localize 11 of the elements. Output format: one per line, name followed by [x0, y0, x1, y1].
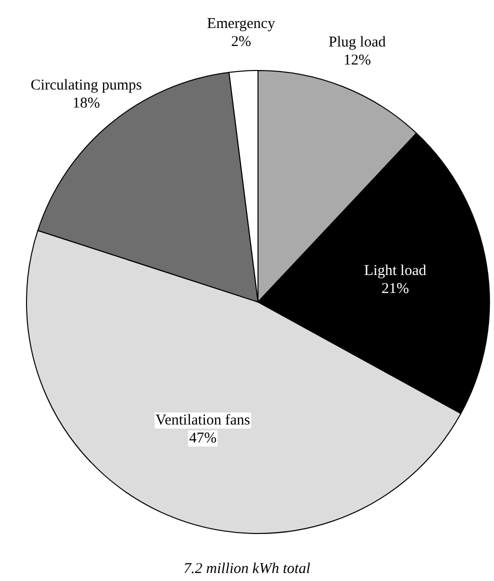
data-label: 47% [189, 430, 217, 446]
slice-label: Circulating pumps [30, 77, 142, 94]
slice-label: Light load [364, 263, 427, 280]
slice-label: Emergency [207, 16, 276, 32]
text: 7.2 million kWh total [184, 560, 310, 577]
data-label: 21% [381, 281, 409, 298]
slice-label: Plug load [328, 34, 386, 50]
data-label: 2% [231, 34, 252, 50]
data-label: 18% [72, 95, 100, 112]
slice-label: Ventilation fans [156, 412, 250, 428]
data-label: 12% [343, 52, 371, 68]
